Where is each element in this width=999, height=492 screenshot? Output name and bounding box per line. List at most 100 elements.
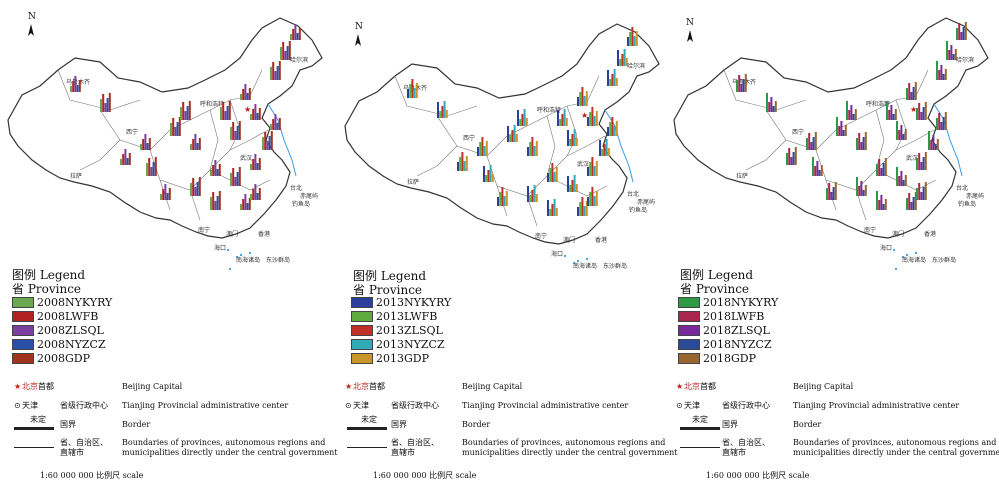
indicator-bar <box>794 147 797 165</box>
indicator-bar <box>296 33 299 40</box>
undefined-border-label: 未定 <box>30 415 46 424</box>
indicator-bar <box>226 106 229 120</box>
indicator-bar <box>272 62 275 80</box>
indicator-bar <box>218 191 221 210</box>
indicator-bar <box>529 195 532 202</box>
legend-swatch <box>351 352 373 364</box>
indicator-bar <box>882 163 885 176</box>
indicator-bar <box>266 141 269 150</box>
city-label: 香港 <box>924 230 936 238</box>
indicator-bar <box>587 167 589 176</box>
indicator-bar <box>557 110 559 126</box>
indicator-bar <box>585 91 588 106</box>
legend-swatch <box>678 338 700 350</box>
capital-name-cn: 北京 <box>22 382 38 391</box>
indicator-bar <box>551 204 554 216</box>
city-label: 武汉 <box>577 160 589 168</box>
indicator-bar <box>178 117 181 136</box>
indicator-bar <box>214 160 217 176</box>
indicator-bar <box>908 83 911 100</box>
indicator-bar <box>581 87 584 106</box>
indicator-bar <box>491 174 494 182</box>
indicator-bar <box>770 97 773 112</box>
indicator-bar <box>409 84 412 98</box>
province-boundary-en-1: Boundaries of provinces, autonomous regi… <box>122 438 326 447</box>
indicator-bar <box>192 178 195 196</box>
indicator-bar <box>535 194 538 202</box>
legend-item: 2018GDP <box>678 352 756 365</box>
indicator-bar <box>160 194 162 200</box>
indicator-bar <box>932 135 935 150</box>
indicator-bar <box>846 101 848 120</box>
legend-swatch <box>351 324 373 336</box>
indicator-bar <box>577 97 579 106</box>
indicator-bar <box>148 158 151 176</box>
indicator-bar <box>525 118 528 126</box>
indicator-bar <box>633 36 636 46</box>
border-line-symbol <box>347 427 387 430</box>
indicator-bar <box>962 27 965 40</box>
indicator-bar <box>104 103 107 112</box>
legend-item: 2018NYKYRY <box>678 296 778 309</box>
indicator-bar <box>70 86 72 92</box>
indicator-bar <box>836 117 838 136</box>
indicator-bar <box>930 140 933 150</box>
indicator-bar <box>900 125 903 140</box>
indicator-bar <box>593 196 596 206</box>
indicator-bar <box>252 159 255 170</box>
island-dot <box>235 255 239 259</box>
indicator-bar <box>916 188 918 200</box>
indicator-bar <box>106 98 109 112</box>
indicator-bar <box>856 138 858 150</box>
indicator-bar <box>166 193 169 200</box>
indicator-bar <box>232 122 235 140</box>
indicator-bar <box>918 103 921 120</box>
indicator-bar <box>501 187 504 206</box>
city-label: 赤尾屿 <box>300 192 318 200</box>
indicator-bar <box>916 158 918 170</box>
country-outline <box>7 17 323 239</box>
indicator-bar <box>477 147 479 156</box>
island-dot <box>894 267 898 270</box>
capital-star-icon: ★ <box>244 105 251 114</box>
province-boundary <box>546 115 556 177</box>
legend-title: 图例 Legend <box>12 268 86 282</box>
indicator-bar <box>270 124 272 130</box>
legend-swatch <box>678 352 700 364</box>
indicator-bar <box>916 108 918 120</box>
indicator-bar <box>164 184 167 200</box>
province-boundary-cn-2: 直辖市 <box>391 448 415 457</box>
indicator-bar <box>256 113 259 120</box>
city-label: 钓鱼岛 <box>629 206 647 214</box>
indicator-bar <box>198 177 201 196</box>
indicator-bar <box>72 81 75 92</box>
indicator-bar <box>936 139 939 150</box>
indicator-bar <box>960 32 963 40</box>
indicator-bar <box>190 183 192 196</box>
province-boundary <box>209 109 219 171</box>
indicator-bar <box>816 161 819 176</box>
border-line-symbol <box>14 427 54 430</box>
indicator-bar <box>830 192 833 200</box>
legend-item: 2018NYZCZ <box>678 338 772 351</box>
indicator-bar <box>190 144 192 150</box>
indicator-bar <box>940 122 943 130</box>
legend-item: 2013GDP <box>351 352 429 365</box>
legend-swatch <box>351 296 373 308</box>
legend-item: 2008ZLSQL <box>12 324 104 337</box>
indicator-bar <box>194 187 197 196</box>
indicator-bar <box>900 171 903 186</box>
city-label: 拉萨 <box>736 172 748 180</box>
province-boundary-cn-2: 直辖市 <box>60 448 84 457</box>
indicator-bar <box>910 92 913 100</box>
indicator-bar <box>922 157 925 170</box>
indicator-bar <box>629 32 632 46</box>
indicator-bar <box>262 137 264 150</box>
indicator-bar <box>479 142 482 156</box>
indicator-bar <box>950 45 953 60</box>
city-label: 赤尾屿 <box>966 192 984 200</box>
indicator-bar <box>246 203 249 210</box>
indicator-bar <box>258 188 261 200</box>
north-arrow-icon <box>355 34 361 46</box>
